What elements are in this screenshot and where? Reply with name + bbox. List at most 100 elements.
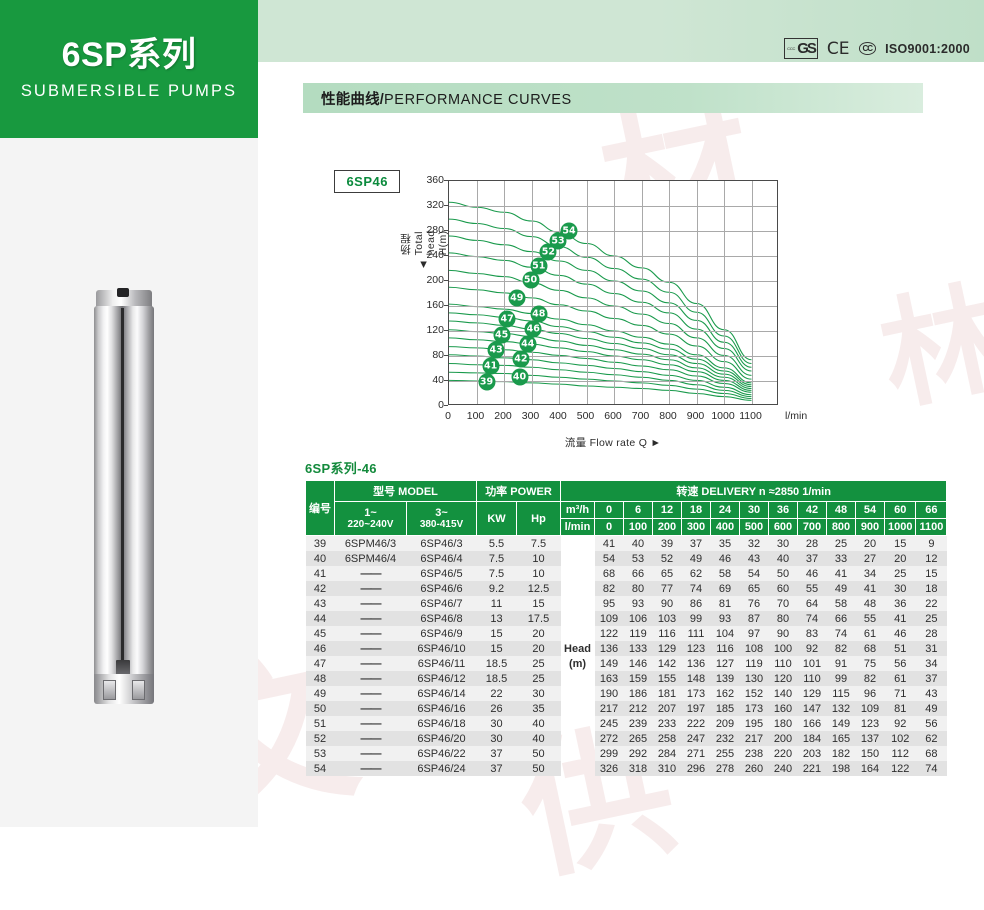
pump-coupler [116,660,130,676]
table-row: 44 —— 6SP46/8 13 17.5 109 106 103 99 93 87 80 74 66 55… [305,611,947,626]
cell-head-10: 51 [884,641,916,656]
cell-head-3: 86 [681,596,711,611]
cell-kw: 7.5 [476,551,517,566]
cell-head-11: 22 [915,596,947,611]
th-kw: KW [476,501,517,536]
performance-curve-48 [449,303,752,384]
cell-head-11: 37 [915,671,947,686]
gridline-horizontal [449,256,777,257]
cell-head-7: 166 [797,716,827,731]
th-flow-m3h-5: 30 [739,501,769,519]
cell-head-3: 37 [681,535,711,551]
cell-model-3ph: 6SP46/14 [406,686,477,701]
cell-head-0: 245 [594,716,624,731]
cell-head-11: 34 [915,656,947,671]
cell-head-label [561,626,595,641]
cell-head-2: 52 [652,551,682,566]
cell-head-3: 173 [681,686,711,701]
cell-hp: 17.5 [516,611,561,626]
cell-head-7: 129 [797,686,827,701]
cell-head-1: 239 [623,716,653,731]
curve-marker-50: 50 [522,271,539,289]
y-tick-mark [444,355,448,356]
th-flow-m3h-1: 6 [623,501,653,519]
y-tick-label: 80 [432,349,444,361]
th-flow-lmin-1: 100 [623,518,653,536]
table-row: 46 —— 6SP46/10 15 20 Head 136 133 129 123 116 108 10… [305,641,947,656]
th-flow-m3h-7: 42 [797,501,827,519]
performance-curve-49 [449,286,752,380]
cell-head-6: 90 [768,626,798,641]
x-tick-label: 300 [521,410,540,422]
th-flow-lmin-11: 1100 [915,518,948,536]
cell-head-1: 40 [623,535,653,551]
cell-kw: 5.5 [476,535,517,551]
cell-head-8: 41 [826,566,856,581]
cell-head-8: 58 [826,596,856,611]
cell-head-4: 127 [710,656,740,671]
cell-head-7: 110 [797,671,827,686]
ce-mark-icon: CE [826,38,850,59]
th-flow-lmin-5: 500 [739,518,769,536]
cell-head-10: 92 [884,716,916,731]
cell-head-6: 140 [768,686,798,701]
th-model-1ph: 1~ 220~240V [334,501,407,536]
cell-head-0: 54 [594,551,624,566]
cell-head-9: 123 [855,716,885,731]
cell-head-2: 39 [652,535,682,551]
chart-plot-area [448,180,778,405]
table-row: 51 —— 6SP46/18 30 40 245 239 233 222 209 195 180 166… [305,716,947,731]
th-flow-m3h-0: 0 [594,501,624,519]
cell-head-4: 209 [710,716,740,731]
cell-head-5: 119 [739,656,769,671]
cell-head-1: 146 [623,656,653,671]
cell-model-1ph: —— [334,641,407,656]
x-tick-label: 100 [466,410,485,422]
th-delivery-group: 转速 DELIVERY n ≈2850 1/min [559,480,948,502]
cell-head-10: 15 [884,535,916,551]
table-row: 39 6SPM46/3 6SP46/3 5.5 7.5 41 40 39 37 35 32 30 28 2… [305,535,947,551]
performance-curve-53 [449,218,752,365]
cell-head-3: 271 [681,746,711,761]
cell-hp: 50 [516,746,561,761]
cell-head-11: 12 [915,551,947,566]
gridline-vertical [669,181,670,404]
cell-model-1ph: —— [334,626,407,641]
cell-kw: 15 [476,641,517,656]
cell-head-9: 164 [855,761,885,776]
th-model-group: 型号 MODEL [334,480,477,502]
cell-hp: 35 [516,701,561,716]
cell-head-4: 232 [710,731,740,746]
y-tick-label: 240 [426,249,444,261]
curve-marker-39: 39 [478,373,495,391]
cell-model-1ph: —— [334,731,407,746]
cell-head-0: 122 [594,626,624,641]
gridline-vertical [641,181,643,404]
cell-head-4: 58 [710,566,740,581]
x-tick-label: 600 [604,410,622,422]
cell-hp: 7.5 [516,535,561,551]
cell-model-1ph: 6SPM46/3 [334,535,407,551]
th-model-3ph: 3~ 380-415V [406,501,477,536]
cell-head-label [561,746,595,761]
cell-no: 42 [305,581,335,596]
cell-head-2: 233 [652,716,682,731]
cell-head-5: 97 [739,626,769,641]
cell-head-11: 25 [915,611,947,626]
y-tick-label: 200 [426,274,444,286]
cell-head-0: 163 [594,671,624,686]
gridline-horizontal [449,281,777,282]
cell-head-8: 132 [826,701,856,716]
th-flow-lmin-7: 700 [797,518,827,536]
cell-head-10: 56 [884,656,916,671]
cell-head-9: 20 [855,535,885,551]
cell-head-1: 212 [623,701,653,716]
cell-head-6: 110 [768,656,798,671]
cell-head-2: 129 [652,641,682,656]
cell-model-3ph: 6SP46/8 [406,611,477,626]
gridline-vertical [586,181,588,404]
y-tick-mark [444,180,448,181]
cell-head-11: 18 [915,581,947,596]
cell-model-1ph: —— [334,566,407,581]
cell-head-1: 186 [623,686,653,701]
